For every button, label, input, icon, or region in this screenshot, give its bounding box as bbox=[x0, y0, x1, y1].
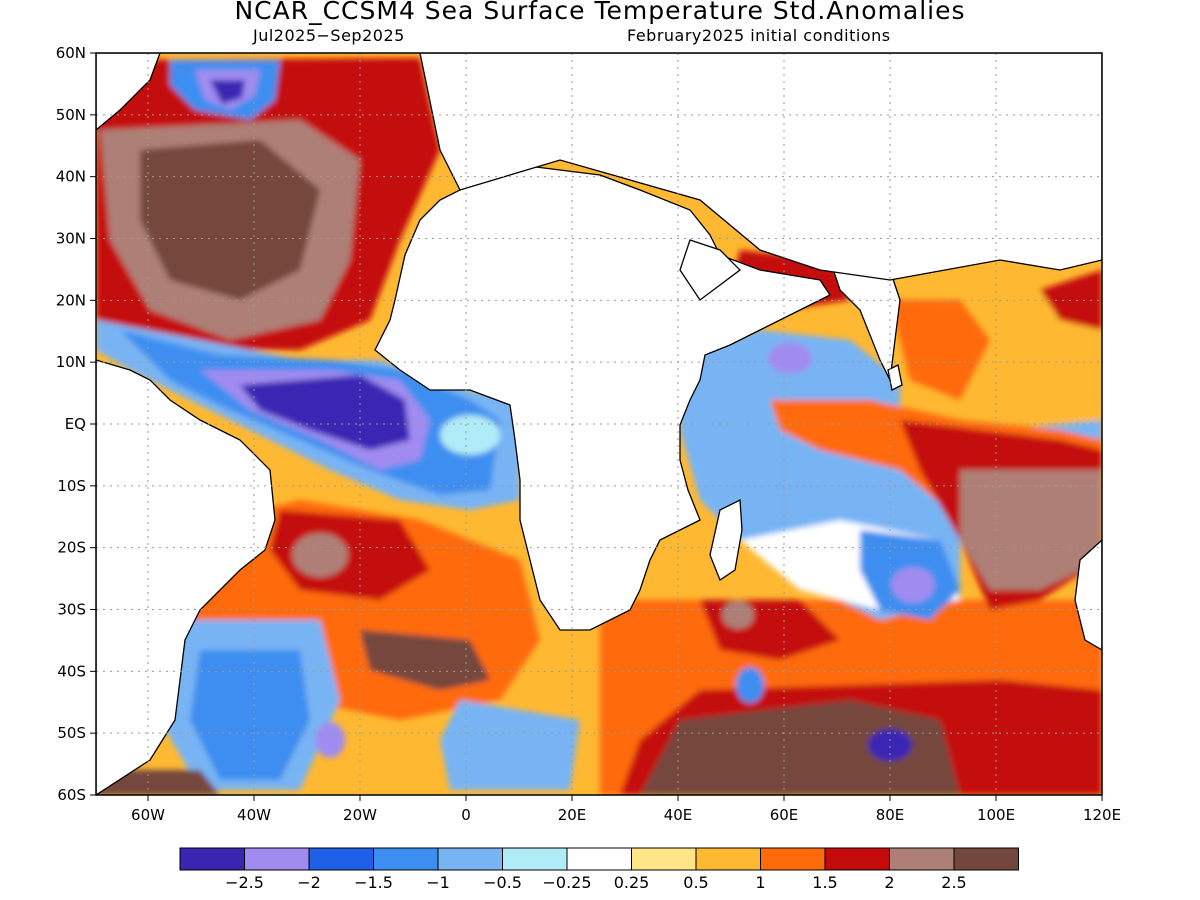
kerguelen-cold-patch bbox=[736, 667, 764, 703]
lat-label: 50N bbox=[56, 106, 86, 124]
colorbar-swatch bbox=[502, 847, 568, 871]
lat-label: 40N bbox=[56, 168, 86, 186]
agulhas-brown bbox=[722, 601, 754, 629]
lat-label: 50S bbox=[57, 724, 86, 742]
lat-label: 60N bbox=[56, 44, 86, 62]
initial-conditions: February2025 initial conditions bbox=[627, 26, 891, 45]
colorbar-label: −2.5 bbox=[225, 873, 264, 892]
tropical-atlantic-coldest bbox=[240, 375, 410, 450]
lat-label: 20N bbox=[56, 291, 86, 309]
gulf-of-guinea-light bbox=[440, 415, 500, 455]
anomaly-field bbox=[96, 53, 1102, 795]
colorbar: −2.5 −2 −1.5 −1 −0.5 −0.25 0.25 0.5 1 1.5 2 2.5 bbox=[179, 847, 1019, 892]
lat-label: 30N bbox=[56, 230, 86, 248]
colorbar-label: 2 bbox=[884, 873, 894, 892]
indian-ocean-purple bbox=[891, 567, 935, 603]
lon-label: 0 bbox=[461, 806, 471, 824]
colorbar-swatch bbox=[566, 847, 632, 871]
longitude-labels: 60W 40W 20W 0 20E 40E 60E 80E 100E 120E bbox=[131, 806, 1121, 824]
australia-landmass bbox=[1074, 539, 1102, 651]
north-america-landmass bbox=[96, 53, 161, 131]
lon-label: 40E bbox=[664, 806, 693, 824]
colorbar-swatch bbox=[179, 847, 245, 871]
sri-lanka bbox=[887, 364, 903, 391]
southern-ocean-cold-patch bbox=[868, 729, 912, 761]
south-atlantic-red-patch bbox=[270, 510, 430, 600]
colorbar-swatch bbox=[889, 847, 955, 871]
colorbar-label: 2.5 bbox=[941, 873, 966, 892]
colorbar-label: −1.5 bbox=[354, 873, 393, 892]
arabian-sea-purple bbox=[768, 342, 812, 374]
lon-label: 60E bbox=[770, 806, 799, 824]
red-sea-region bbox=[679, 239, 741, 301]
colorbar-label: 1 bbox=[755, 873, 765, 892]
lon-label: 60W bbox=[131, 806, 165, 824]
colorbar-label: −0.5 bbox=[483, 873, 522, 892]
colorbar-swatch bbox=[824, 847, 890, 871]
forecast-period: Jul2025−Sep2025 bbox=[253, 26, 405, 45]
south-atlantic-dark-patch bbox=[360, 630, 490, 690]
colorbar-swatch bbox=[308, 847, 374, 871]
axis-ticks bbox=[90, 52, 1103, 801]
lon-label: 40W bbox=[237, 806, 271, 824]
colorbar-label: −1 bbox=[426, 873, 450, 892]
colorbar-swatch bbox=[244, 847, 310, 871]
colorbar-label: 0.25 bbox=[614, 873, 650, 892]
eastern-indian-brown bbox=[960, 470, 1102, 590]
lat-label: 30S bbox=[57, 601, 86, 619]
lat-label: 10S bbox=[57, 477, 86, 495]
lat-label: 10N bbox=[56, 353, 86, 371]
lat-label: 60S bbox=[57, 786, 86, 804]
colorbar-label: −2 bbox=[297, 873, 321, 892]
south-atlantic-brown-patch bbox=[292, 533, 348, 577]
colorbar-swatch bbox=[631, 847, 697, 871]
colorbar-label: 0.5 bbox=[683, 873, 708, 892]
north-atlantic-coldest bbox=[210, 80, 245, 104]
lat-label: 40S bbox=[57, 662, 86, 680]
colorbar-label: −0.25 bbox=[542, 873, 591, 892]
lat-label: 20S bbox=[57, 539, 86, 557]
lon-label: 80E bbox=[876, 806, 905, 824]
bay-of-bengal-warm bbox=[890, 300, 990, 400]
map-title: NCAR_CCSM4 Sea Surface Temperature Std.A… bbox=[234, 0, 966, 25]
colorbar-label: 1.5 bbox=[812, 873, 837, 892]
south-america-landmass bbox=[96, 359, 276, 795]
latitude-labels: 60N 50N 40N 30N 20N 10N EQ 10S 20S 30S 40S 50S 60S bbox=[56, 44, 86, 804]
madagascar bbox=[709, 498, 743, 581]
colorbar-swatch bbox=[953, 847, 1019, 871]
southern-ocean-dark bbox=[640, 700, 960, 795]
colorbar-swatch bbox=[373, 847, 439, 871]
graticule bbox=[96, 53, 1102, 795]
colorbar-swatch bbox=[695, 847, 761, 871]
lon-label: 100E bbox=[977, 806, 1015, 824]
lat-label: EQ bbox=[65, 415, 86, 433]
lon-label: 20E bbox=[558, 806, 587, 824]
land bbox=[96, 53, 1102, 795]
north-atlantic-dark bbox=[140, 140, 320, 300]
south-atlantic-colder-patch bbox=[190, 650, 310, 780]
lon-label: 20W bbox=[343, 806, 377, 824]
colorbar-swatch bbox=[437, 847, 503, 871]
eurasia-landmass bbox=[419, 53, 1102, 281]
lon-label: 120E bbox=[1083, 806, 1121, 824]
colorbar-swatch bbox=[760, 847, 826, 871]
south-atlantic-southern-cold bbox=[440, 700, 580, 790]
southwest-dark bbox=[96, 770, 220, 795]
south-atlantic-purple-patch bbox=[315, 722, 345, 758]
